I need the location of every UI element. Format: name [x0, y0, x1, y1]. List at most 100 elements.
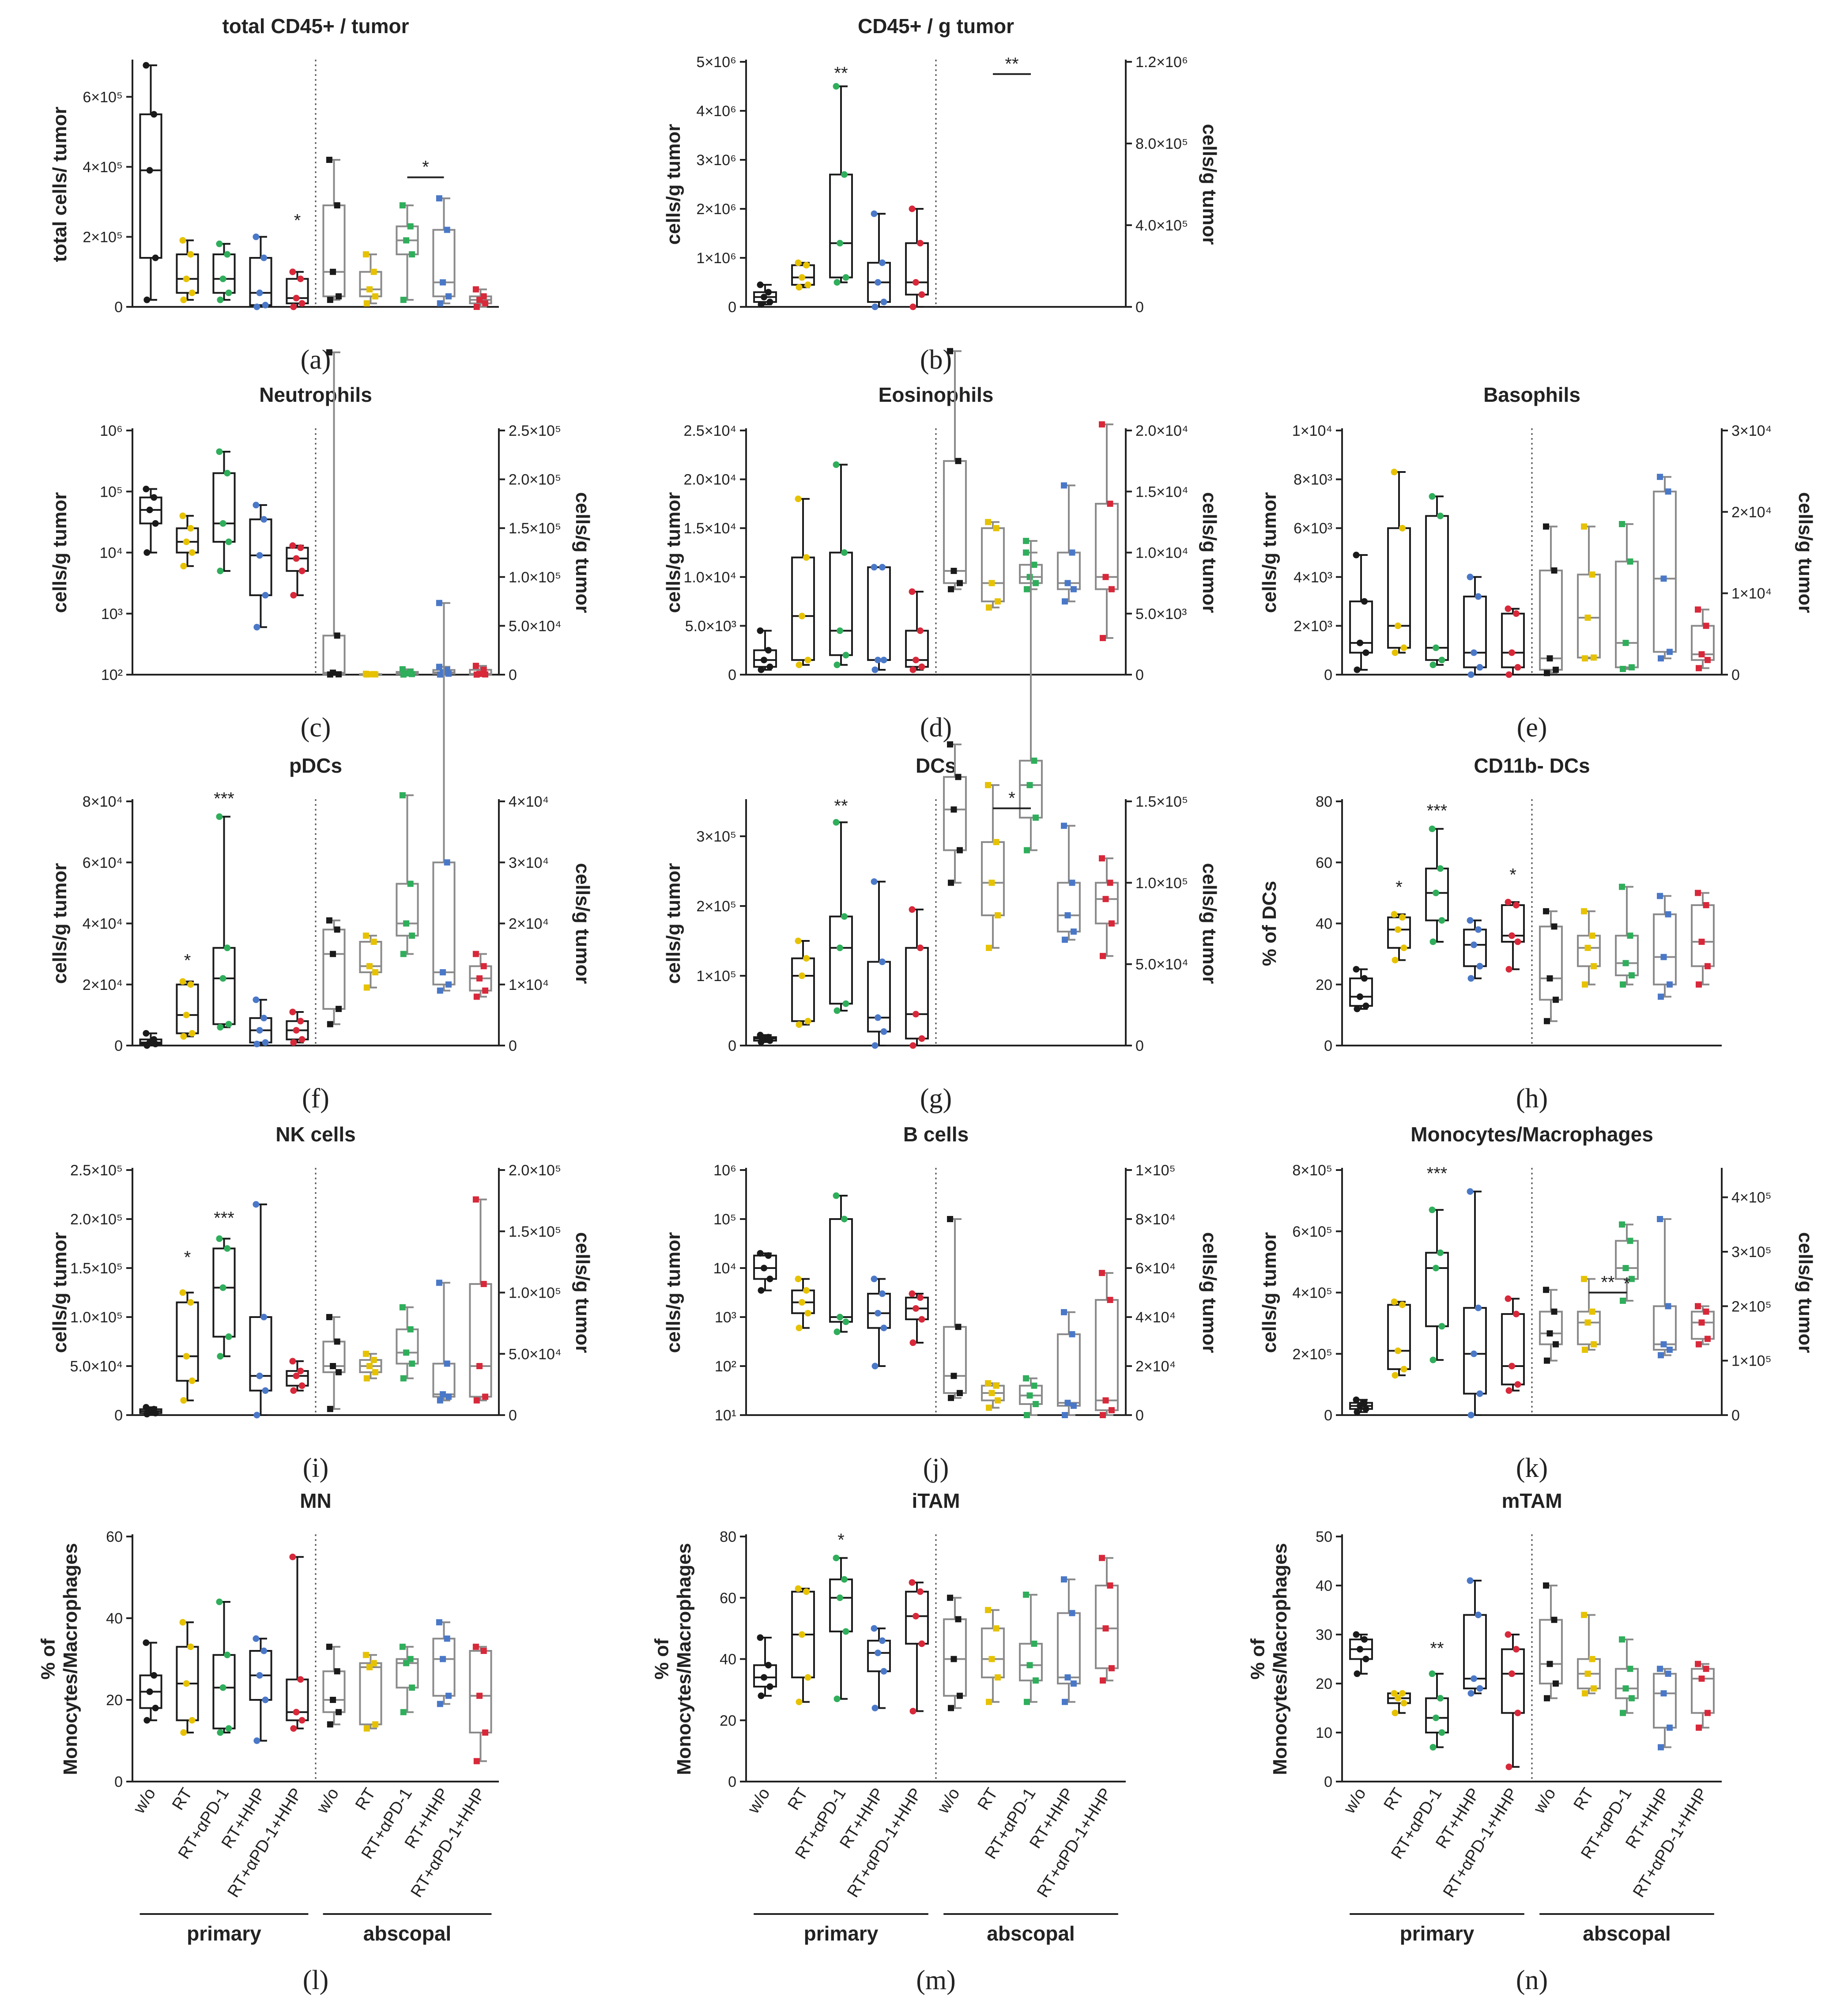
- y-tick-label-right: 2.0×10⁵: [509, 1162, 561, 1179]
- primary-1-point: [804, 281, 811, 288]
- significance-label: *: [1623, 1274, 1630, 1294]
- abscopal-1-point: [985, 519, 992, 525]
- abscopal-3-point: [1061, 1576, 1067, 1583]
- abscopal-4-point: [1695, 606, 1701, 613]
- abscopal-4-point: [1695, 1303, 1701, 1310]
- abscopal-3-point: [437, 1701, 443, 1707]
- primary-0-point: [1361, 975, 1368, 982]
- primary-0-point: [151, 1672, 158, 1679]
- significance-label: **: [1005, 54, 1018, 74]
- primary-0-point: [1354, 666, 1361, 673]
- abscopal-3-point: [1666, 649, 1673, 655]
- y-axis-label-right: cells/g tumor: [572, 863, 593, 984]
- abscopal-0-point: [947, 741, 954, 748]
- primary-3-point: [875, 1014, 882, 1021]
- primary-2-point: [1429, 938, 1437, 945]
- abscopal-3-point: [1070, 1402, 1077, 1409]
- abscopal-2-box: [396, 1658, 419, 1689]
- primary-2-box: [212, 253, 236, 294]
- y-tick-label: 0: [728, 1774, 736, 1790]
- primary-1-point: [183, 1353, 190, 1360]
- abscopal-3-point: [440, 969, 446, 976]
- primary-0-point: [765, 1661, 772, 1669]
- abscopal-1-point: [372, 969, 379, 976]
- abscopal-2-box: [1615, 935, 1639, 977]
- primary-0-point: [143, 1717, 151, 1724]
- primary-1-point: [187, 1299, 194, 1306]
- panel-title: Eosinophils: [879, 383, 994, 406]
- y-axis-label: cells/g tumor: [49, 863, 71, 984]
- abscopal-0-point: [948, 880, 954, 886]
- significance-label: **: [1601, 1273, 1614, 1292]
- group-label: w/o: [313, 1785, 343, 1817]
- primary-0-point: [757, 1031, 764, 1038]
- panel-label: (c): [301, 713, 331, 743]
- primary-3-point: [1476, 1390, 1483, 1397]
- y-tick-label-right: 1.0×10⁵: [1135, 875, 1188, 891]
- abscopal-2-point: [1026, 1662, 1033, 1669]
- abscopal-0-point: [334, 632, 340, 639]
- primary-2-point: [1437, 1695, 1444, 1702]
- abscopal-1-box: [1577, 1310, 1601, 1345]
- abscopal-0-box: [322, 1340, 346, 1373]
- primary-1-point: [183, 1680, 190, 1687]
- abscopal-3-point: [1069, 880, 1075, 886]
- primary-4-point: [916, 627, 924, 634]
- primary-3-point: [1467, 1412, 1475, 1419]
- abscopal-1-point: [1590, 1341, 1597, 1348]
- abscopal-1-box: [359, 271, 382, 298]
- primary-3-point: [875, 1310, 882, 1317]
- primary-3-point: [1475, 926, 1482, 933]
- primary-2-point: [225, 538, 232, 545]
- panel-label: (n): [1516, 1965, 1548, 1995]
- primary-1-point: [180, 296, 187, 303]
- abscopal-3-point: [1062, 936, 1068, 943]
- section-label: primary: [804, 1922, 879, 1945]
- abscopal-2-point: [403, 1349, 410, 1356]
- panel-title: pDCs: [289, 754, 342, 777]
- significance-label: **: [834, 797, 848, 816]
- primary-2-point: [217, 567, 224, 574]
- panel-title: Neutrophils: [259, 383, 372, 406]
- abscopal-3-point: [1062, 1412, 1068, 1418]
- abscopal-1-point: [1589, 571, 1595, 578]
- abscopal-1-point: [1590, 654, 1597, 661]
- abscopal-0-point: [326, 349, 332, 356]
- primary-0-point: [151, 1036, 158, 1043]
- primary-1-point: [799, 972, 806, 979]
- abscopal-0-point: [947, 1216, 954, 1222]
- abscopal-1-point: [994, 598, 1001, 605]
- abscopal-0-box: [1539, 570, 1563, 671]
- primary-0-point: [1362, 649, 1369, 656]
- y-tick-label-right: 5.0×10⁴: [509, 1346, 562, 1363]
- y-tick-label: 10⁵: [100, 483, 123, 500]
- y-axis-label-line: Monocytes/Macrophages: [60, 1543, 81, 1775]
- primary-3-point: [1475, 1612, 1482, 1619]
- abscopal-3-point: [1061, 823, 1067, 829]
- primary-4-point: [1509, 1363, 1516, 1370]
- primary-1-point: [180, 1729, 187, 1736]
- y-tick-label: 10¹: [715, 1407, 736, 1424]
- primary-1-point: [187, 981, 194, 988]
- primary-1-point: [1395, 926, 1402, 933]
- primary-1-point: [1399, 1301, 1406, 1308]
- abscopal-1-point: [993, 839, 999, 846]
- panel-b: CD45+ / g tumor 0 1×10⁶ 2×10⁶ 3×10⁶ 4×10⁶ 5×10…: [663, 15, 1220, 375]
- abscopal-0-point: [1544, 1018, 1550, 1024]
- primary-1-point: [804, 657, 811, 664]
- y-tick-label: 2.5×10⁴: [683, 423, 736, 439]
- abscopal-1-point: [986, 604, 992, 611]
- primary-2-point: [219, 520, 226, 527]
- primary-1-point: [804, 1310, 811, 1317]
- primary-0-point: [146, 167, 153, 174]
- primary-3-point: [260, 254, 268, 261]
- abscopal-4-point: [1102, 574, 1109, 580]
- y-tick-label-right: 3×10⁴: [509, 854, 549, 871]
- abscopal-0-box: [322, 929, 346, 1010]
- abscopal-3-point: [1064, 580, 1071, 586]
- primary-2-point: [1429, 661, 1437, 668]
- primary-1-point: [189, 1717, 196, 1724]
- abscopal-2-point: [1622, 640, 1629, 646]
- abscopal-3-box: [1653, 1305, 1677, 1351]
- primary-3-point: [260, 1015, 268, 1022]
